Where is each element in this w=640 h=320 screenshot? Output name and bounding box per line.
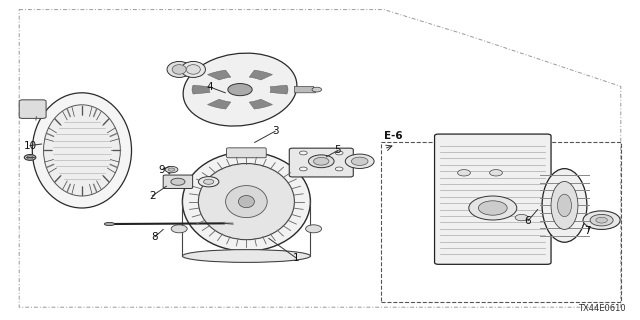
Text: 3: 3	[272, 126, 278, 136]
Polygon shape	[249, 70, 273, 80]
Polygon shape	[192, 85, 210, 94]
Ellipse shape	[186, 65, 200, 74]
Ellipse shape	[181, 61, 205, 77]
Text: 8: 8	[152, 232, 158, 242]
Ellipse shape	[458, 170, 470, 176]
Ellipse shape	[172, 225, 188, 233]
Ellipse shape	[183, 53, 297, 126]
Ellipse shape	[557, 194, 572, 217]
Text: E-6: E-6	[384, 131, 403, 141]
Ellipse shape	[479, 201, 508, 215]
Ellipse shape	[165, 166, 178, 173]
Text: 4: 4	[207, 82, 213, 92]
Text: TX44E0610: TX44E0610	[579, 304, 626, 313]
Ellipse shape	[312, 87, 322, 92]
Ellipse shape	[168, 168, 175, 171]
Ellipse shape	[300, 151, 307, 155]
Ellipse shape	[306, 225, 322, 233]
Ellipse shape	[198, 164, 294, 240]
Text: 7: 7	[584, 226, 591, 236]
Ellipse shape	[182, 250, 310, 262]
Ellipse shape	[468, 196, 517, 220]
Ellipse shape	[238, 196, 255, 208]
Ellipse shape	[335, 151, 343, 155]
Ellipse shape	[44, 105, 120, 196]
Ellipse shape	[596, 217, 607, 223]
Ellipse shape	[167, 61, 191, 77]
Ellipse shape	[490, 170, 502, 176]
Ellipse shape	[32, 93, 132, 208]
Ellipse shape	[308, 155, 334, 168]
Ellipse shape	[182, 152, 310, 251]
Ellipse shape	[515, 214, 528, 221]
Polygon shape	[294, 86, 316, 93]
FancyBboxPatch shape	[19, 100, 46, 118]
Ellipse shape	[300, 167, 307, 171]
FancyBboxPatch shape	[227, 148, 266, 158]
Ellipse shape	[27, 156, 33, 159]
FancyBboxPatch shape	[163, 175, 193, 188]
Text: 6: 6	[525, 216, 531, 226]
FancyBboxPatch shape	[435, 134, 551, 264]
Bar	[381, 142, 621, 302]
Text: 9: 9	[159, 164, 165, 175]
Text: 10: 10	[24, 140, 36, 151]
Ellipse shape	[314, 157, 329, 165]
Polygon shape	[270, 85, 288, 94]
Ellipse shape	[198, 177, 219, 187]
Text: 5: 5	[335, 145, 341, 156]
Ellipse shape	[583, 211, 620, 229]
Ellipse shape	[542, 169, 587, 242]
Ellipse shape	[104, 222, 115, 226]
Text: 1: 1	[292, 252, 299, 263]
Polygon shape	[207, 99, 231, 109]
Polygon shape	[207, 70, 231, 80]
Text: 2: 2	[149, 191, 156, 201]
Polygon shape	[249, 99, 273, 109]
Ellipse shape	[171, 178, 185, 185]
Ellipse shape	[204, 179, 214, 184]
Ellipse shape	[172, 65, 186, 74]
Ellipse shape	[351, 157, 368, 165]
Ellipse shape	[346, 154, 374, 168]
Ellipse shape	[335, 167, 343, 171]
Ellipse shape	[228, 84, 252, 96]
Ellipse shape	[226, 186, 268, 218]
FancyBboxPatch shape	[289, 148, 353, 177]
Ellipse shape	[590, 214, 613, 226]
Ellipse shape	[24, 155, 36, 160]
Ellipse shape	[551, 181, 578, 229]
